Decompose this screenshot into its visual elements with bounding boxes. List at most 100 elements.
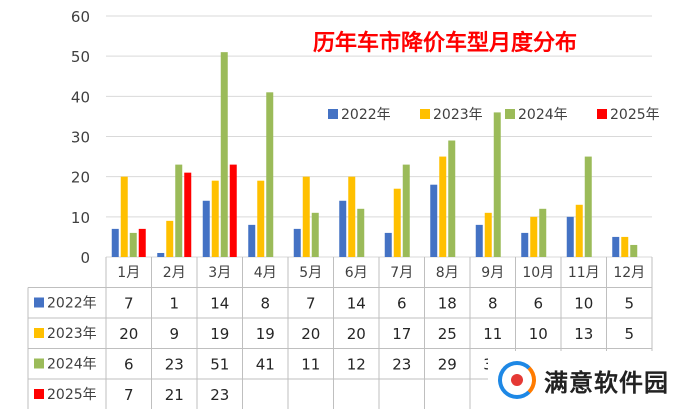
x-tick-label: 11月	[568, 265, 600, 281]
x-tick-label: 3月	[208, 265, 231, 281]
table-cell: 6	[124, 356, 134, 374]
table-cell: 21	[165, 386, 184, 404]
bar	[248, 224, 256, 257]
bar	[630, 244, 638, 257]
bar	[439, 156, 447, 257]
y-tick-label: 60	[71, 8, 90, 26]
bar	[138, 228, 146, 257]
table-cell: 7	[306, 295, 316, 313]
bar	[584, 156, 592, 257]
chart-title: 历年车市降价车型月度分布	[313, 30, 577, 56]
bar	[302, 176, 310, 257]
watermark-text: 满意软件园	[544, 368, 669, 397]
bar	[157, 252, 165, 257]
x-tick-label: 6月	[345, 265, 368, 281]
bar	[566, 216, 574, 257]
table-cell: 11	[483, 325, 502, 343]
table-row-label: 2022年	[47, 296, 97, 312]
bar	[475, 224, 483, 257]
table-cell: 12	[347, 356, 366, 374]
bar	[129, 232, 137, 257]
x-tick-label: 4月	[254, 265, 277, 281]
x-tick-label: 8月	[436, 265, 459, 281]
legend-swatch	[420, 109, 430, 119]
table-legend-swatch	[34, 358, 44, 369]
bar	[430, 184, 438, 257]
x-tick-label: 5月	[299, 265, 322, 281]
bar	[293, 228, 301, 257]
table-cell: 5	[624, 295, 634, 313]
table-cell: 13	[574, 325, 593, 343]
bar	[229, 164, 237, 257]
table-legend-swatch	[34, 389, 44, 399]
table-cell: 23	[210, 386, 229, 404]
table-cell: 19	[256, 325, 275, 343]
bar	[220, 52, 228, 258]
table-cell: 10	[574, 295, 593, 313]
table-cell: 19	[210, 325, 229, 343]
bar	[339, 200, 347, 257]
bar	[111, 228, 119, 257]
bar	[175, 164, 183, 257]
table-cell: 1	[169, 295, 179, 313]
table-cell: 10	[529, 325, 548, 343]
x-tick-label: 10月	[522, 265, 554, 281]
y-tick-label: 50	[71, 48, 90, 66]
bar	[348, 176, 356, 257]
watermark: 满意软件园	[488, 351, 685, 409]
bar	[521, 232, 529, 257]
table-cell: 29	[438, 356, 457, 374]
x-tick-label: 12月	[613, 265, 645, 281]
bar	[448, 140, 456, 257]
bar	[493, 112, 501, 258]
bar	[621, 236, 629, 257]
legend-swatch	[505, 109, 515, 119]
table-cell: 7	[124, 295, 134, 313]
table-cell: 11	[301, 356, 320, 374]
y-tick-label: 30	[71, 129, 90, 147]
bar	[539, 208, 547, 257]
x-tick-label: 7月	[390, 265, 413, 281]
bar	[575, 204, 583, 257]
table-legend-swatch	[34, 328, 44, 338]
x-tick-label: 9月	[481, 265, 504, 281]
table-row-label: 2023年	[47, 326, 97, 342]
legend-swatch	[328, 109, 338, 119]
bar	[402, 164, 410, 257]
legend-label: 2024年	[518, 107, 568, 123]
table-legend-swatch	[34, 297, 44, 308]
table-cell: 51	[210, 356, 229, 374]
bar	[484, 212, 492, 257]
table-cell: 17	[392, 325, 411, 343]
table-cell: 18	[438, 295, 457, 313]
table-row-label: 2024年	[47, 357, 97, 373]
bar	[612, 236, 620, 257]
y-tick-label: 20	[71, 169, 90, 187]
table-cell: 41	[256, 356, 275, 374]
table-cell: 14	[347, 295, 366, 313]
x-tick-label: 2月	[163, 265, 186, 281]
bar	[384, 232, 392, 257]
bar	[257, 180, 265, 257]
legend-label: 2023年	[433, 107, 483, 123]
bar	[184, 172, 192, 257]
table-cell: 20	[301, 325, 320, 343]
table-cell: 5	[624, 325, 634, 343]
bar	[530, 216, 538, 257]
legend-label: 2022年	[341, 107, 391, 123]
bar	[120, 176, 128, 257]
watermark-logo-icon	[498, 361, 536, 399]
legend-swatch	[597, 109, 607, 119]
x-tick-label: 1月	[117, 265, 140, 281]
bar	[357, 208, 365, 257]
y-tick-label: 10	[71, 209, 90, 227]
y-tick-label: 0	[80, 249, 90, 267]
table-cell: 20	[347, 325, 366, 343]
y-tick-label: 40	[71, 88, 90, 106]
table-cell: 6	[533, 295, 543, 313]
table-cell: 9	[169, 325, 179, 343]
bar	[166, 220, 174, 257]
legend-label: 2025年	[610, 107, 660, 123]
table-row-label: 2025年	[47, 387, 97, 403]
